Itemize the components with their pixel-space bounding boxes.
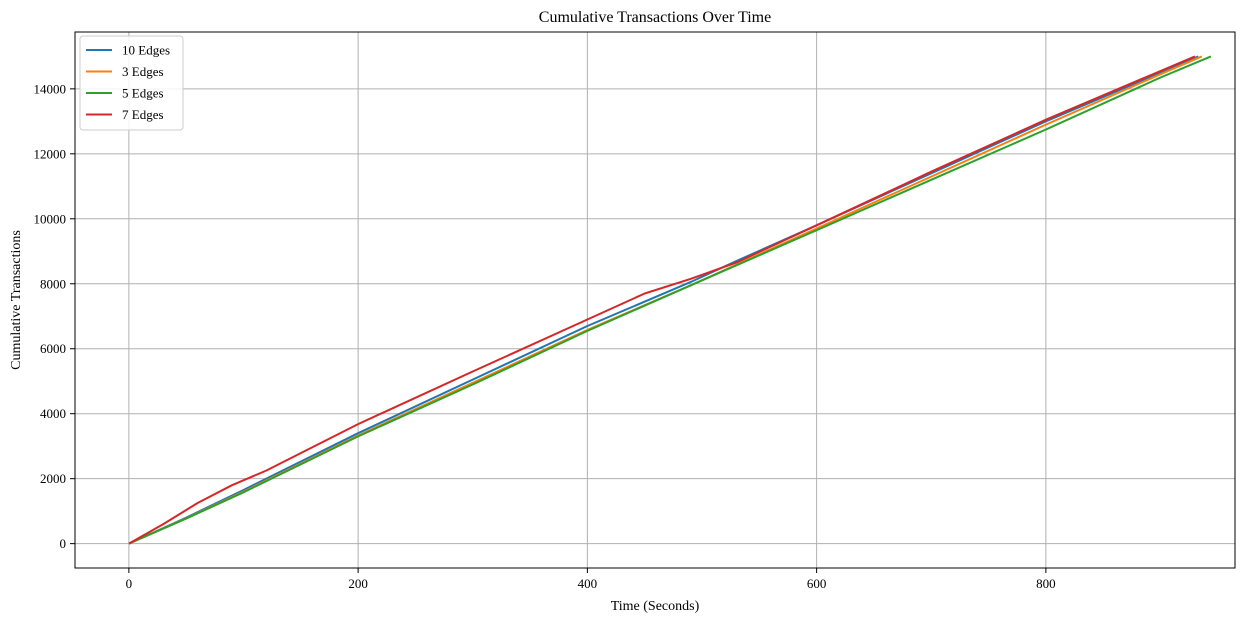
x-tick-label: 200 (348, 576, 368, 591)
series-line-7-edges (128, 55, 1196, 545)
series-line-5-edges (128, 55, 1212, 545)
x-axis-ticks: 0 200 400 600 800 (126, 568, 1056, 591)
y-tick-label: 0 (60, 536, 67, 551)
y-axis-ticks: 0 2000 4000 6000 8000 10000 12000 14000 (34, 81, 75, 551)
series-lines (128, 55, 1212, 545)
legend-label-3-edges: 3 Edges (122, 64, 164, 79)
y-tick-label: 12000 (34, 146, 67, 161)
x-axis-label: Time (Seconds) (611, 599, 700, 614)
y-axis-label: Cumulative Transactions (9, 230, 24, 370)
y-tick-label: 8000 (40, 276, 66, 291)
plot-frame (74, 31, 1236, 569)
legend-box (79, 35, 184, 131)
legend-label-5-edges: 5 Edges (122, 86, 164, 101)
y-tick-label: 14000 (34, 81, 67, 96)
y-tick-label: 2000 (40, 471, 66, 486)
legend-label-10-edges: 10 Edges (122, 43, 170, 58)
y-tick-label: 10000 (34, 211, 67, 226)
y-tick-label: 4000 (40, 406, 66, 421)
x-tick-label: 800 (1036, 576, 1056, 591)
chart-title: Cumulative Transactions Over Time (539, 9, 771, 26)
y-tick-label: 6000 (40, 341, 66, 356)
x-tick-label: 0 (126, 576, 133, 591)
legend: 10 Edges 3 Edges 5 Edges 7 Edges (79, 35, 184, 131)
series-line-10-edges (128, 55, 1199, 545)
legend-label-7-edges: 7 Edges (122, 107, 164, 122)
x-tick-label: 600 (807, 576, 827, 591)
x-tick-label: 400 (578, 576, 598, 591)
